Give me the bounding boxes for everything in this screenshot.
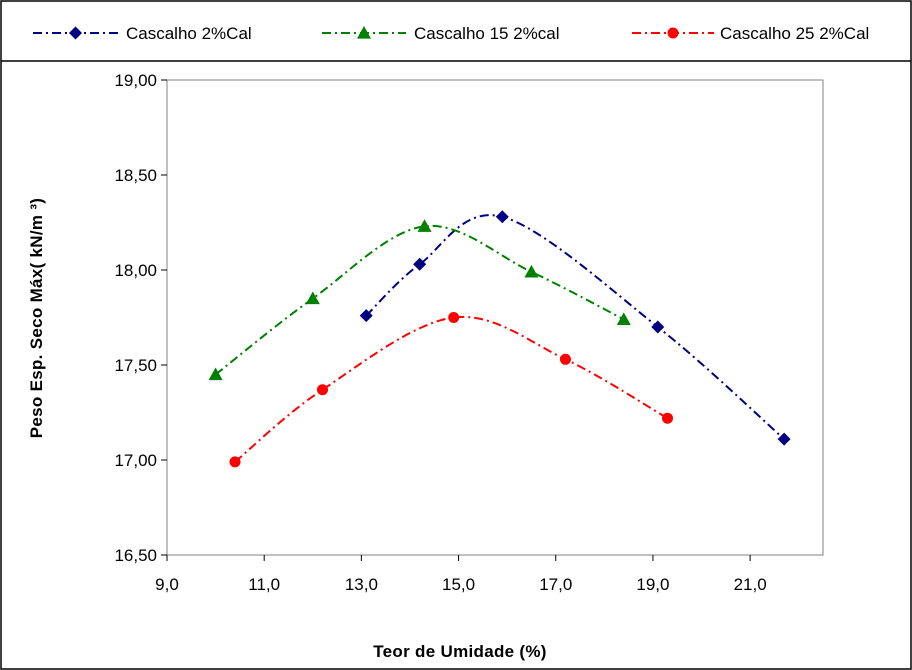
legend-entry-3: Cascalho 25 2%Cal: [632, 24, 869, 43]
series-line-3: [234, 315, 669, 463]
data-point-s2-5: [616, 312, 631, 325]
series-lines: [214, 214, 785, 463]
y-tick-label: 16,50: [114, 546, 157, 565]
data-point-s2-3: [417, 219, 432, 232]
data-point-s2-4: [524, 264, 539, 278]
y-tick-label: 17,50: [114, 356, 157, 375]
series-line-2: [214, 224, 625, 376]
data-point-s1-5: [777, 432, 791, 446]
data-point-s3-2: [316, 384, 328, 396]
series-markers: [208, 210, 791, 468]
series-line-1: [365, 214, 785, 440]
data-point-s3-4: [559, 353, 571, 365]
y-tick-label: 18,00: [114, 261, 157, 280]
legend-label-3: Cascalho 25 2%Cal: [720, 24, 869, 43]
legend-label-2: Cascalho 15 2%cal: [414, 24, 560, 43]
x-tick-label: 21,0: [734, 575, 767, 594]
y-axis: 16,50 17,00 17,50 18,00 18,50 19,00: [114, 71, 167, 565]
legend: Cascalho 2%Cal Cascalho 15 2%cal Cascalh…: [33, 24, 869, 43]
legend-entry-2: Cascalho 15 2%cal: [322, 24, 560, 43]
legend-marker: [69, 26, 82, 40]
data-point-s3-5: [662, 412, 674, 424]
legend-label-1: Cascalho 2%Cal: [126, 24, 252, 43]
x-tick-label: 11,0: [248, 575, 280, 594]
y-axis-title: Peso Esp. Seco Máx( kN/m ³): [27, 198, 46, 439]
legend-entry-1: Cascalho 2%Cal: [33, 24, 252, 43]
x-tick-label: 17,0: [539, 575, 572, 594]
data-point-s1-1: [359, 309, 373, 323]
data-point-s2-2: [305, 291, 320, 305]
plot-area: [166, 79, 824, 556]
y-tick-label: 19,00: [114, 71, 157, 90]
y-tick-label: 17,00: [114, 451, 157, 470]
x-axis-title: Teor de Umidade (%): [373, 642, 547, 661]
y-tick-label: 18,50: [114, 166, 157, 185]
x-tick-label: 19,0: [636, 575, 669, 594]
data-point-s1-2: [413, 257, 427, 271]
x-tick-label: 9,0: [155, 575, 179, 594]
x-axis: 9,0 11,0 13,0 15,0 17,0 19,0 21,0: [155, 555, 767, 594]
x-tick-label: 13,0: [345, 575, 378, 594]
legend-sample-2: [322, 26, 406, 39]
data-point-s1-3: [495, 210, 509, 224]
data-point-s3-1: [229, 456, 241, 468]
legend-sample-3: [632, 27, 714, 39]
data-point-s1-4: [651, 320, 665, 334]
legend-sample-1: [33, 26, 118, 40]
legend-marker: [667, 27, 679, 39]
x-tick-label: 15,0: [442, 575, 475, 594]
data-point-s2-1: [208, 367, 223, 381]
data-point-s3-3: [448, 312, 460, 323]
legend-marker: [357, 26, 371, 39]
